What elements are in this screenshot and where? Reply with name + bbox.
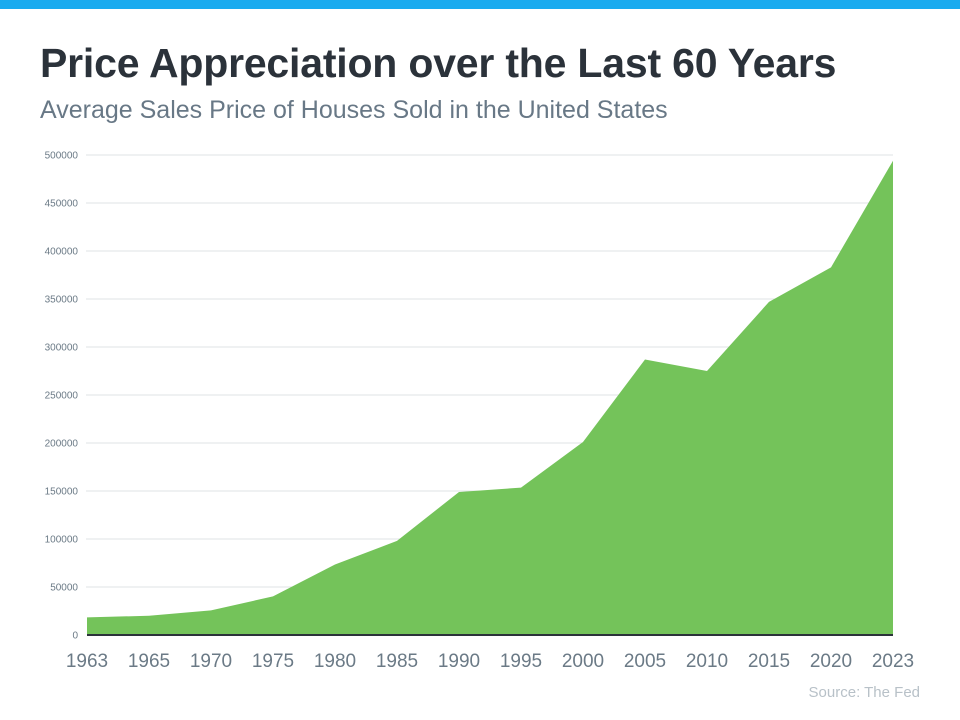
y-tick-label: 400000 (45, 247, 79, 258)
y-tick-label: 450000 (45, 199, 79, 210)
page-title: Price Appreciation over the Last 60 Year… (40, 40, 837, 86)
x-tick-label: 2020 (810, 651, 852, 672)
y-tick-label: 200000 (45, 439, 79, 450)
x-tick-label: 2015 (748, 651, 790, 672)
y-tick-label: 300000 (45, 343, 79, 354)
y-tick-label: 150000 (45, 487, 79, 498)
y-tick-label: 350000 (45, 295, 79, 306)
x-tick-label: 2000 (562, 651, 604, 672)
y-tick-label: 500000 (45, 151, 79, 162)
x-tick-label: 1980 (314, 651, 356, 672)
y-tick-label: 250000 (45, 391, 79, 402)
y-tick-label: 100000 (45, 535, 79, 546)
top-accent-bar (0, 0, 960, 9)
x-tick-label: 1995 (500, 651, 542, 672)
y-tick-label: 0 (72, 631, 78, 642)
area-series (87, 160, 893, 635)
source-note: Source: The Fed (808, 684, 920, 701)
x-tick-label: 1970 (190, 651, 232, 672)
x-tick-label: 1975 (252, 651, 294, 672)
x-tick-label: 2010 (686, 651, 728, 672)
x-tick-label: 1990 (438, 651, 480, 672)
y-tick-label: 50000 (50, 583, 78, 594)
x-tick-label: 2005 (624, 651, 666, 672)
x-tick-label: 1963 (66, 651, 108, 672)
x-tick-label: 1985 (376, 651, 418, 672)
x-tick-label: 2023 (872, 651, 914, 672)
x-tick-label: 1965 (128, 651, 170, 672)
page-subtitle: Average Sales Price of Houses Sold in th… (40, 96, 668, 124)
